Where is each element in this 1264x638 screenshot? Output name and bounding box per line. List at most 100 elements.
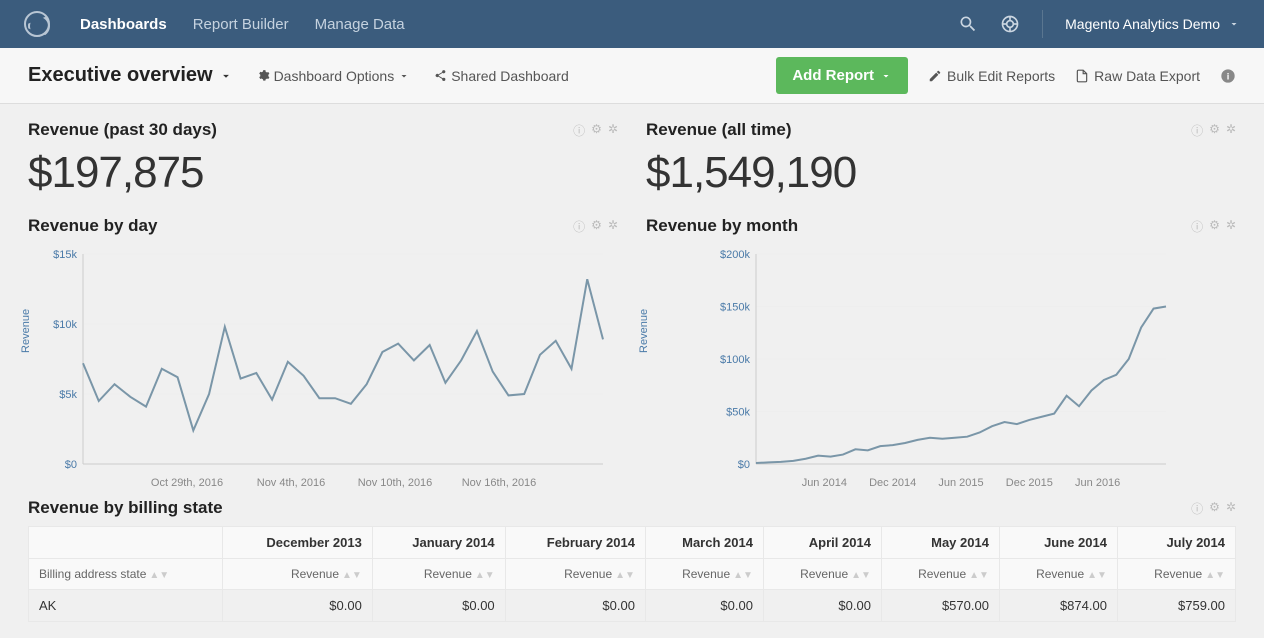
metric-value: $197,875 [28,148,618,198]
revenue-cell: $0.00 [645,590,763,622]
nav-manage-data[interactable]: Manage Data [315,16,405,33]
nav-dashboards[interactable]: Dashboards [80,16,167,33]
dashboard-selector[interactable]: Executive overview [28,64,233,87]
bulk-edit-label: Bulk Edit Reports [947,68,1055,84]
chart-revenue-by-month: Revenue $0$50k$100k$150k$200kJun 2014Dec… [646,244,1236,494]
raw-export-button[interactable]: Raw Data Export [1075,68,1200,84]
table-sub-header: Billing address state▲▼Revenue▲▼Revenue▲… [29,559,1236,590]
svg-text:Jun 2015: Jun 2015 [938,477,983,489]
table-sub-col[interactable]: Revenue▲▼ [372,559,505,590]
svg-text:Dec 2015: Dec 2015 [1006,477,1053,489]
debug-icon[interactable]: ⚙ [1209,122,1220,139]
info-icon[interactable]: ⓘ [573,218,585,235]
svg-text:Jun 2014: Jun 2014 [802,477,847,489]
table-col-header[interactable]: January 2014 [372,527,505,559]
debug-icon[interactable]: ⚙ [591,122,602,139]
info-icon[interactable]: i [1220,68,1236,84]
brand-logo-icon[interactable] [24,11,50,37]
table-col-header[interactable]: December 2013 [223,527,373,559]
table-sub-col[interactable]: Revenue▲▼ [1117,559,1235,590]
card-revenue-all-time: Revenue (all time) ⓘ ⚙ ✲ $1,549,190 [646,120,1236,216]
dashboard-options[interactable]: Dashboard Options [257,68,411,84]
raw-export-label: Raw Data Export [1094,68,1200,84]
svg-text:$0: $0 [738,459,750,471]
revenue-cell: $0.00 [223,590,373,622]
revenue-cell: $759.00 [1117,590,1235,622]
svg-text:Nov 4th, 2016: Nov 4th, 2016 [257,477,326,489]
revenue-cell: $0.00 [505,590,645,622]
svg-text:$50k: $50k [726,407,750,419]
table-sub-col[interactable]: Revenue▲▼ [645,559,763,590]
table-col-header[interactable]: April 2014 [763,527,881,559]
svg-text:$10k: $10k [53,319,77,331]
card-revenue-by-state: Revenue by billing state ⓘ ⚙ ✲ December … [28,498,1236,622]
table-sub-col[interactable]: Revenue▲▼ [223,559,373,590]
add-report-button[interactable]: Add Report [776,57,908,94]
nav-report-builder[interactable]: Report Builder [193,16,289,33]
svg-text:$5k: $5k [59,389,77,401]
card-revenue-by-month: Revenue by month ⓘ ⚙ ✲ Revenue $0$50k$10… [646,216,1236,494]
gear-icon[interactable]: ✲ [1226,500,1236,517]
chevron-down-icon [1228,18,1240,30]
state-cell: AK [29,590,223,622]
table-col-header[interactable]: March 2014 [645,527,763,559]
table-sub-col[interactable]: Revenue▲▼ [999,559,1117,590]
table-sub-col[interactable]: Revenue▲▼ [505,559,645,590]
line-chart: $0 $5k $10k $15k Oct 29th, 2016 Nov 4th, 2016… [28,244,618,494]
y-axis-label: Revenue [638,309,650,353]
table-col-header[interactable]: February 2014 [505,527,645,559]
table-col-header[interactable]: July 2014 [1117,527,1235,559]
gear-icon[interactable]: ✲ [608,122,618,139]
y-axis-label: Revenue [20,309,32,353]
account-name: Magento Analytics Demo [1065,16,1220,32]
debug-icon[interactable]: ⚙ [591,218,602,235]
table-col-header[interactable]: May 2014 [881,527,999,559]
svg-text:Nov 16th, 2016: Nov 16th, 2016 [462,477,537,489]
info-icon[interactable]: ⓘ [573,122,585,139]
card-title: Revenue by day [28,216,157,236]
bulk-edit-button[interactable]: Bulk Edit Reports [928,68,1055,84]
help-icon[interactable] [1000,14,1020,34]
revenue-cell: $0.00 [763,590,881,622]
svg-text:$100k: $100k [720,354,750,366]
svg-text:$150k: $150k [720,302,750,314]
topbar-right: Magento Analytics Demo [958,10,1240,38]
debug-icon[interactable]: ⚙ [1209,500,1220,517]
svg-text:Oct 29th, 2016: Oct 29th, 2016 [151,477,223,489]
table-sub-col[interactable]: Revenue▲▼ [881,559,999,590]
dashboard-title: Executive overview [28,64,213,87]
info-icon[interactable]: ⓘ [1191,122,1203,139]
account-menu[interactable]: Magento Analytics Demo [1065,16,1240,32]
main-nav: Dashboards Report Builder Manage Data [80,16,405,33]
dashboard-toolbar: Executive overview Dashboard Options Sha… [0,48,1264,104]
table-col-header[interactable]: June 2014 [999,527,1117,559]
toolbar-right: Add Report Bulk Edit Reports Raw Data Ex… [776,57,1236,94]
card-title: Revenue (past 30 days) [28,120,217,140]
debug-icon[interactable]: ⚙ [1209,218,1220,235]
info-icon[interactable]: ⓘ [1191,218,1203,235]
gear-icon [257,69,270,82]
share-icon [434,69,447,82]
card-revenue-by-day: Revenue by day ⓘ ⚙ ✲ Revenue $0$5k$10k$1… [28,216,618,494]
info-icon[interactable]: ⓘ [1191,500,1203,517]
metric-value: $1,549,190 [646,148,1236,198]
svg-text:$0: $0 [65,459,77,471]
search-icon[interactable] [958,14,978,34]
revenue-cell: $570.00 [881,590,999,622]
card-title: Revenue by billing state [28,498,223,518]
revenue-by-state-table: December 2013January 2014February 2014Ma… [28,526,1236,622]
gear-icon[interactable]: ✲ [1226,122,1236,139]
gear-icon[interactable]: ✲ [1226,218,1236,235]
svg-text:$15k: $15k [53,249,77,261]
revenue-cell: $874.00 [999,590,1117,622]
table-sub-col[interactable]: Revenue▲▼ [763,559,881,590]
chevron-down-icon [880,70,892,82]
svg-text:Nov 10th, 2016: Nov 10th, 2016 [358,477,433,489]
chart-revenue-by-day: Revenue $0$5k$10k$15kOct 29th, 2016Nov 4… [28,244,618,494]
table-row: AK$0.00$0.00$0.00$0.00$0.00$570.00$874.0… [29,590,1236,622]
gear-icon[interactable]: ✲ [608,218,618,235]
card-title: Revenue (all time) [646,120,792,140]
svg-text:$200k: $200k [720,249,750,261]
chevron-down-icon [398,70,410,82]
svg-text:i: i [1227,71,1230,81]
